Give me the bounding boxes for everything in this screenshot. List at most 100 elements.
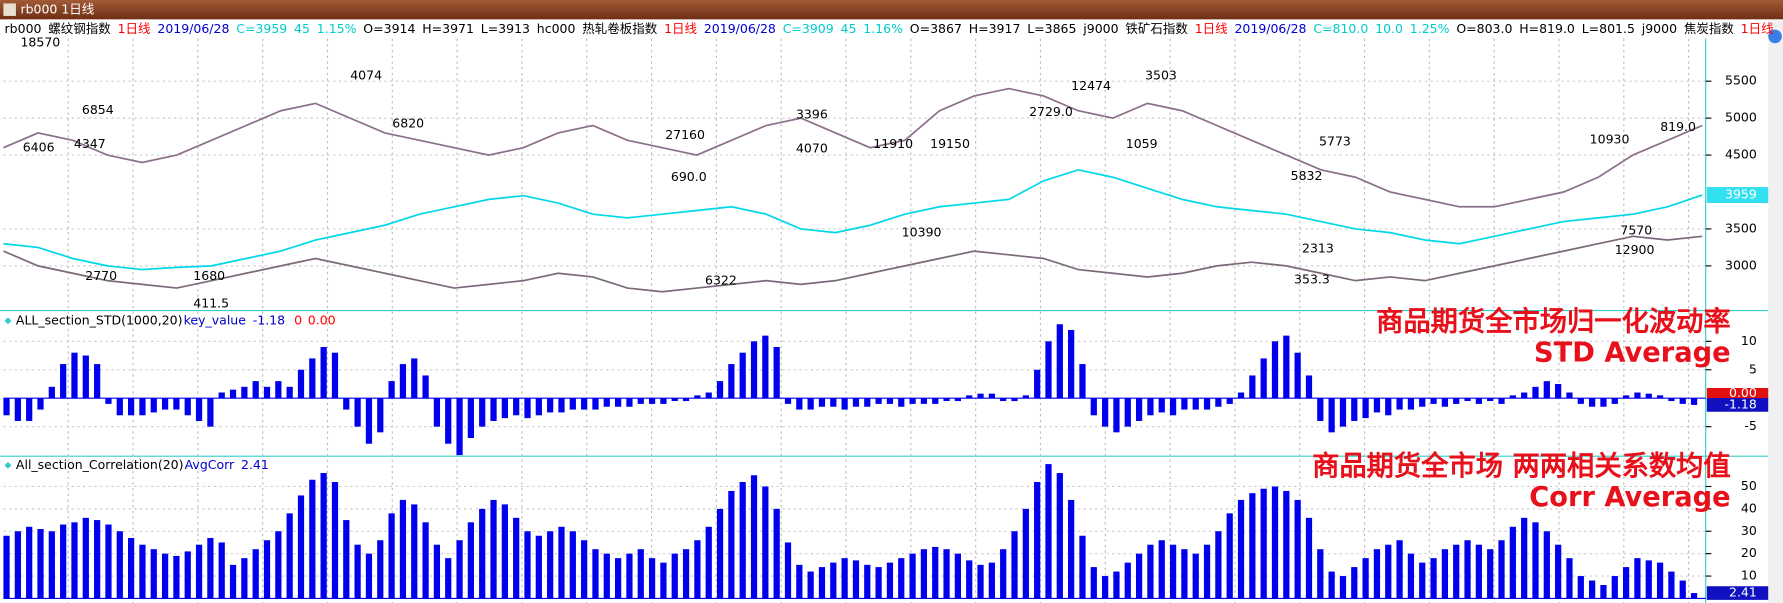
bar xyxy=(60,524,67,599)
bar xyxy=(1181,398,1188,410)
bar xyxy=(150,549,157,599)
bar xyxy=(1600,398,1607,407)
bar xyxy=(1419,562,1426,599)
bar xyxy=(1158,540,1165,599)
bar xyxy=(614,558,622,599)
overlay-caption: STD Average xyxy=(1534,337,1731,368)
header-item: 2019/06/28 xyxy=(1234,21,1306,36)
header-item: 45 xyxy=(841,21,857,36)
bar xyxy=(354,544,361,599)
bar xyxy=(818,398,826,407)
bar xyxy=(501,398,508,419)
bar xyxy=(1668,398,1675,402)
bar xyxy=(1611,576,1618,599)
bar xyxy=(977,393,984,399)
zero-tag-label: 0.00 xyxy=(1729,385,1757,400)
bar xyxy=(1260,488,1267,599)
bar xyxy=(1135,553,1143,599)
header-item: 铁矿石指数 xyxy=(1125,21,1188,36)
y-tick-label: 5000 xyxy=(1725,110,1757,125)
bar xyxy=(173,555,180,599)
bar xyxy=(490,499,497,599)
bar xyxy=(988,393,995,399)
bar xyxy=(422,522,429,599)
bar xyxy=(694,395,701,399)
bar xyxy=(1000,398,1007,402)
bar xyxy=(1045,464,1052,599)
bar xyxy=(705,526,712,599)
last-price-tag xyxy=(1706,187,1769,203)
bar xyxy=(343,520,350,599)
bar xyxy=(1555,544,1562,599)
bar xyxy=(807,571,814,599)
bar xyxy=(1373,398,1381,413)
indicator-value: 2.41 xyxy=(241,457,269,472)
overlay-caption: Corr Average xyxy=(1529,482,1730,513)
overlay-caption: 商品期货全市场归一化波动率 xyxy=(1376,306,1731,338)
bar xyxy=(988,562,995,599)
bar xyxy=(1079,535,1086,599)
bar xyxy=(501,504,508,599)
y-tick-label: 4500 xyxy=(1725,147,1757,162)
bar xyxy=(1622,395,1630,399)
bar xyxy=(535,535,542,599)
bar xyxy=(535,398,542,416)
bar xyxy=(71,352,78,399)
indicator-extra: 0.00 xyxy=(308,312,336,327)
bar xyxy=(626,398,633,407)
price-annotation: 12900 xyxy=(1615,242,1655,257)
bar xyxy=(1611,398,1618,404)
scrollbar[interactable] xyxy=(1768,20,1783,603)
bar xyxy=(1124,562,1131,599)
smiley-button[interactable] xyxy=(1768,29,1782,44)
bar xyxy=(1622,567,1630,599)
bar xyxy=(1169,544,1177,599)
price-annotation: 18570 xyxy=(20,35,60,50)
price-annotation: 5773 xyxy=(1319,134,1351,149)
bar xyxy=(1589,580,1596,599)
header-item: rb000 xyxy=(5,21,42,36)
bar xyxy=(479,508,486,599)
bar xyxy=(660,398,667,404)
header-item: C=3959 xyxy=(236,21,287,36)
bar xyxy=(229,389,237,399)
bar xyxy=(1203,544,1211,599)
bar xyxy=(1113,571,1120,599)
bar xyxy=(105,398,112,404)
bar xyxy=(750,341,758,399)
bar xyxy=(411,504,418,599)
bar xyxy=(1656,395,1664,399)
header-item: L=3913 xyxy=(481,21,530,36)
bar xyxy=(1034,369,1041,399)
bar xyxy=(954,398,961,402)
bar xyxy=(558,526,565,599)
indicator-value: -1.18 xyxy=(253,312,285,327)
bar xyxy=(773,508,780,599)
bar xyxy=(1113,398,1120,433)
bar xyxy=(943,549,950,599)
price-line xyxy=(3,87,1703,208)
bar xyxy=(558,398,565,413)
bar xyxy=(94,364,101,399)
bar xyxy=(422,375,429,399)
price-annotation: 4347 xyxy=(74,136,106,151)
header-item: C=810.0 xyxy=(1313,21,1368,36)
bar xyxy=(1271,341,1279,399)
bar xyxy=(1453,398,1460,404)
bar xyxy=(569,398,576,410)
bar xyxy=(1192,398,1199,410)
bar xyxy=(524,398,531,419)
y-tick-label: 5 xyxy=(1749,361,1757,376)
bar xyxy=(1577,576,1584,599)
bar xyxy=(1453,544,1460,599)
y-tick-label: -5 xyxy=(1744,418,1756,433)
bar xyxy=(411,358,418,399)
indicator-extra: 0 xyxy=(294,312,302,327)
bar xyxy=(1577,398,1584,404)
bar xyxy=(184,551,191,599)
bar xyxy=(966,395,973,399)
bar xyxy=(1464,540,1471,599)
bar xyxy=(263,386,271,399)
bar xyxy=(1362,398,1369,419)
price-annotation: 6820 xyxy=(392,116,424,131)
